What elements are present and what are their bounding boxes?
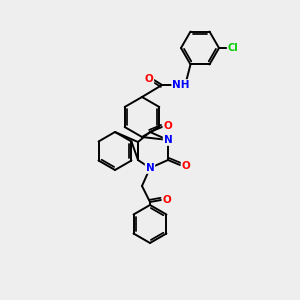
Text: O: O xyxy=(145,74,153,84)
Text: O: O xyxy=(164,121,172,131)
Text: Cl: Cl xyxy=(228,43,238,53)
Text: O: O xyxy=(182,161,190,171)
Text: N: N xyxy=(164,135,172,145)
Text: NH: NH xyxy=(172,80,190,90)
Text: N: N xyxy=(146,163,154,173)
Text: O: O xyxy=(163,195,171,205)
